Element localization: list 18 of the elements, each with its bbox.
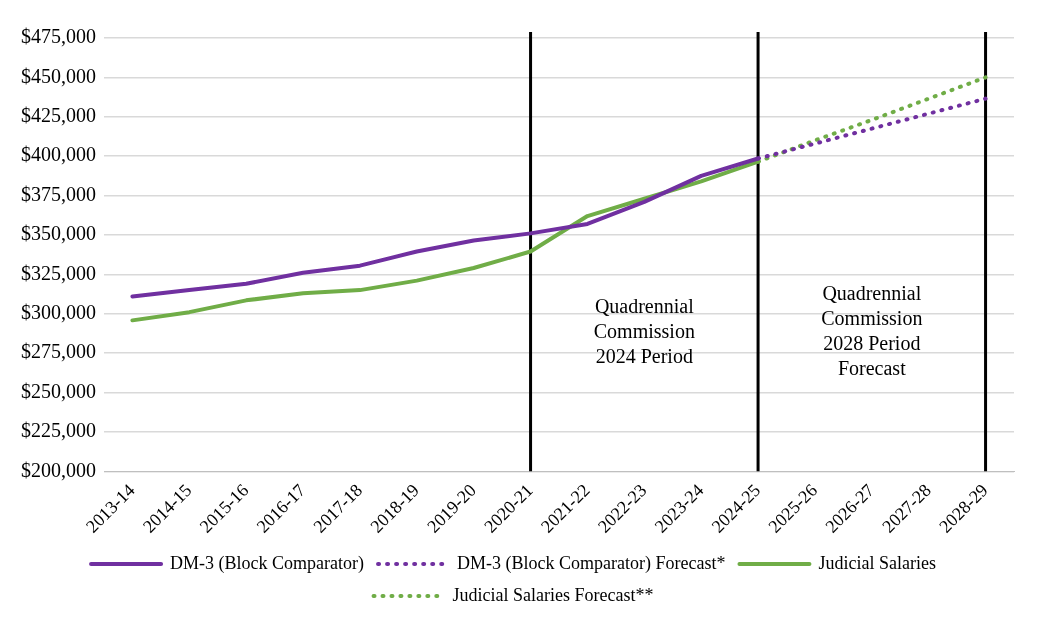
y-tick-label: $275,000 <box>21 340 96 363</box>
y-tick-label: $425,000 <box>21 104 96 127</box>
y-tick-label: $225,000 <box>21 419 96 442</box>
legend-label: Judicial Salaries Forecast** <box>452 584 654 605</box>
y-tick-label: $250,000 <box>21 379 96 402</box>
annotation: Quadrennial Commission 2024 Period <box>593 294 695 367</box>
y-tick-label: $450,000 <box>21 64 96 87</box>
y-tick-label: $300,000 <box>21 300 96 323</box>
y-tick-label: $475,000 <box>21 25 96 48</box>
legend-label: DM-3 (Block Comparator) Forecast* <box>457 552 726 574</box>
y-tick-label: $200,000 <box>21 458 96 481</box>
y-tick-label: $375,000 <box>21 182 96 205</box>
legend-label: Judicial Salaries <box>818 552 936 573</box>
legend-label: DM-3 (Block Comparator) <box>170 552 365 574</box>
annotation: Quadrennial Commission 2028 Period Forecast <box>821 282 923 380</box>
y-tick-label: $350,000 <box>21 222 96 245</box>
y-tick-label: $325,000 <box>21 261 96 284</box>
y-tick-label: $400,000 <box>21 143 96 166</box>
